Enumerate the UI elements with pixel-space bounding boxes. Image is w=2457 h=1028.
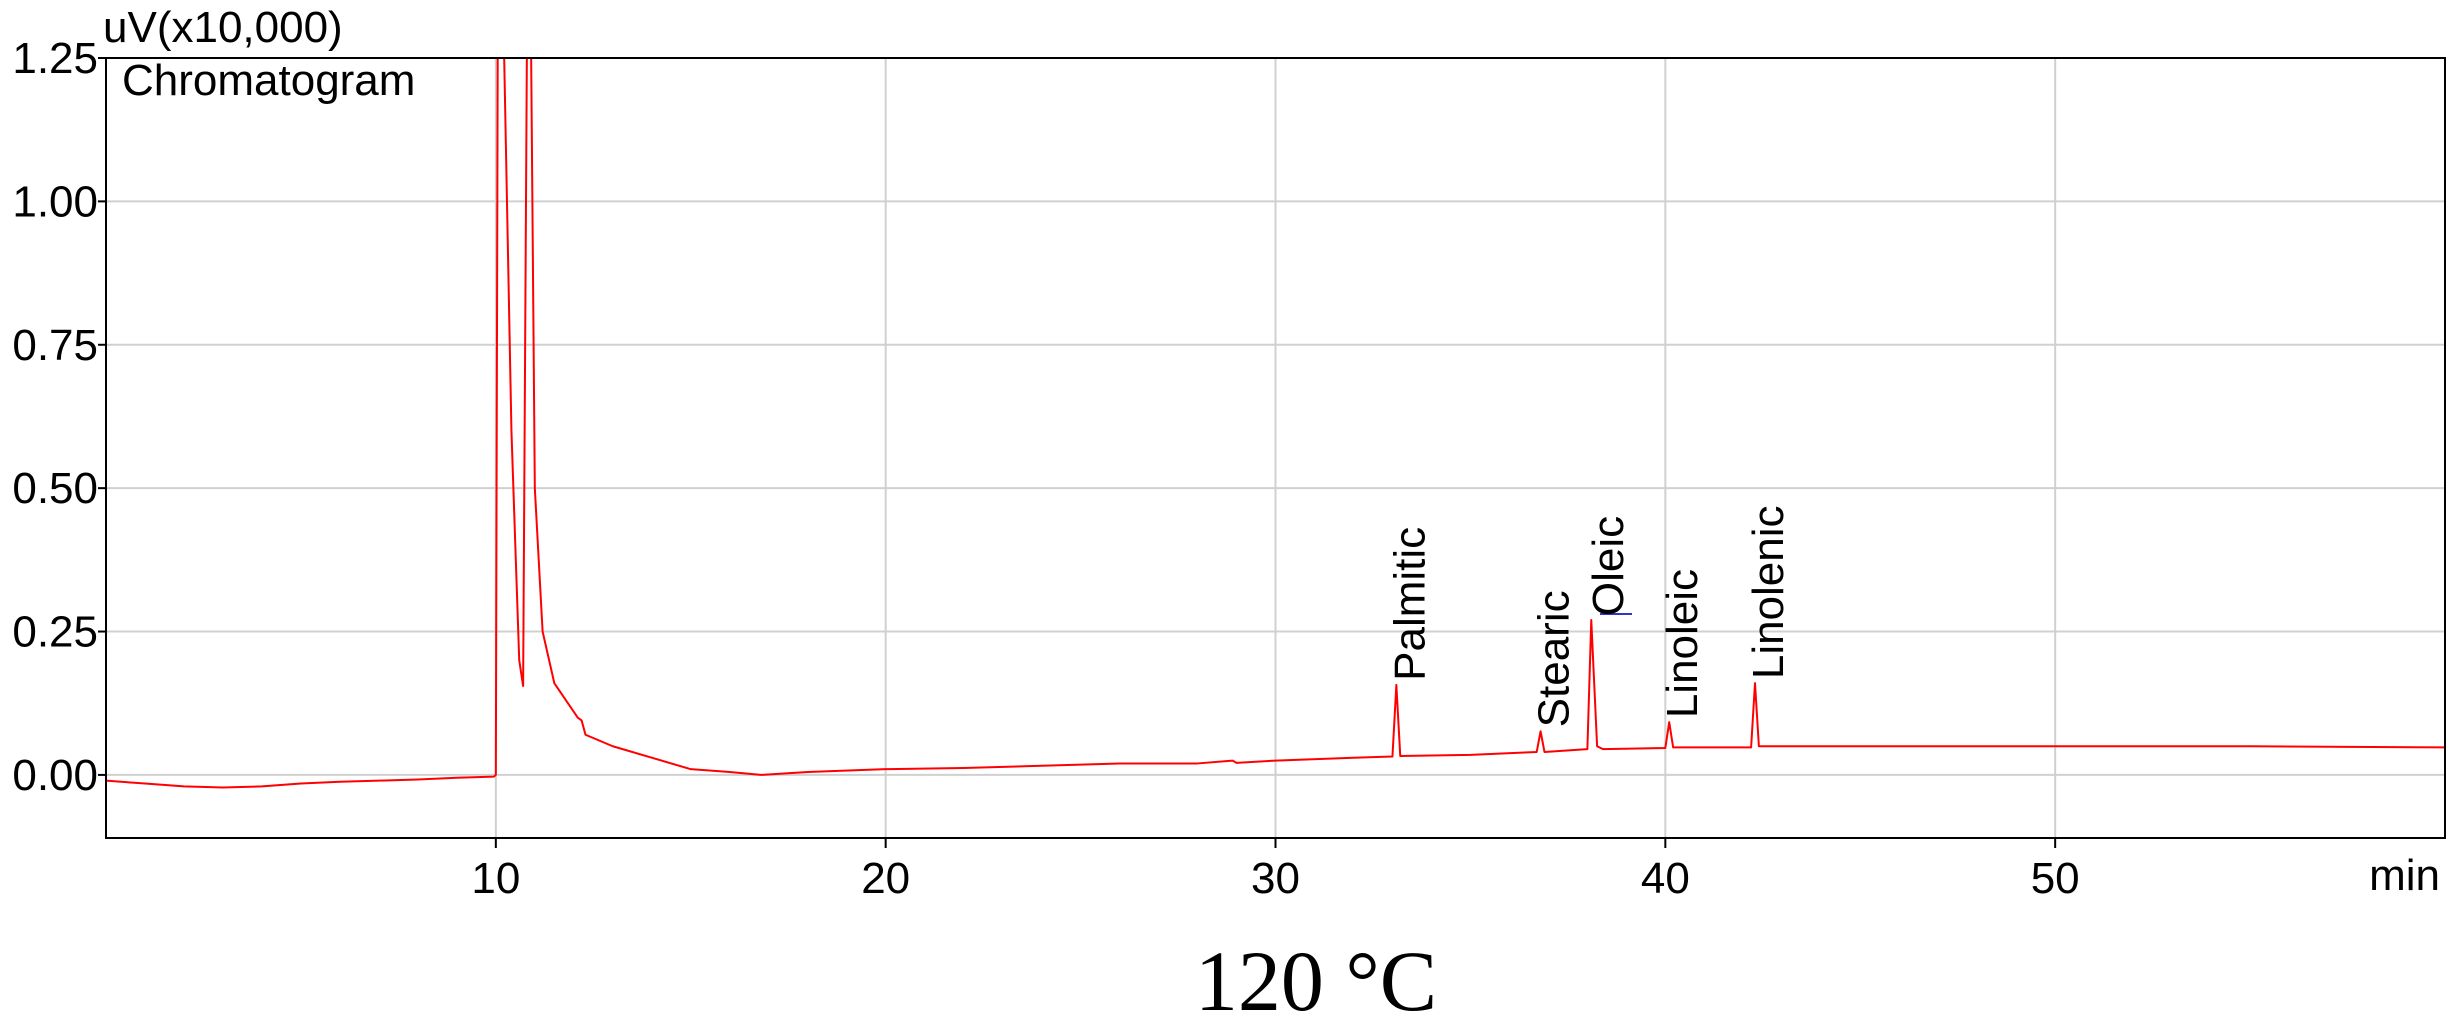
labels: 0.00 0.25 0.50 0.75 1.00 1.25 10 20 30 40 50 Palmit… — [12, 34, 2079, 903]
peak-label: Linoleic — [1658, 569, 1707, 718]
series-line — [106, 58, 2445, 789]
x-axis-label: min — [2369, 851, 2440, 900]
y-tick-label: 0.25 — [12, 608, 98, 657]
y-axis-label: uV(x10,000) — [103, 3, 343, 52]
x-tick-label: 10 — [471, 854, 520, 903]
peak-label: Linolenic — [1744, 505, 1793, 679]
legend-entry: Chromatogram — [122, 56, 415, 105]
y-tick-label: 0.50 — [12, 464, 98, 513]
y-tick-label: 0.75 — [12, 321, 98, 370]
x-tick-label: 40 — [1641, 854, 1690, 903]
x-tick-label: 20 — [861, 854, 910, 903]
chart-title: 120 °C — [1195, 933, 1437, 1023]
plot-area — [106, 58, 2445, 789]
peak-label: Palmitic — [1385, 527, 1434, 681]
y-tick-label: 0.00 — [12, 751, 98, 800]
grid — [106, 57, 2445, 838]
peak-label: Oleic — [1584, 516, 1633, 616]
x-tick-label: 50 — [2031, 854, 2080, 903]
y-tick-label: 1.00 — [12, 177, 98, 226]
x-tick-label: 30 — [1251, 854, 1300, 903]
y-tick-label: 1.25 — [12, 34, 98, 83]
peak-label: Stearic — [1530, 590, 1579, 727]
